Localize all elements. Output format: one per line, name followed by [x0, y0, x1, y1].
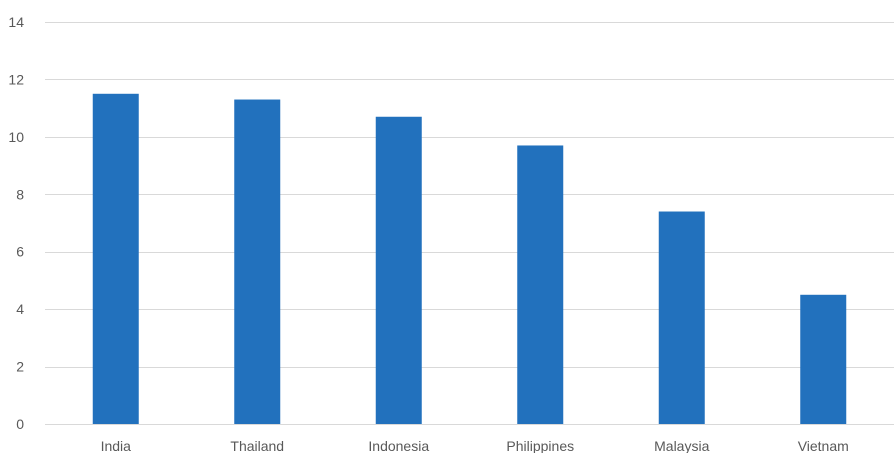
x-axis-categories: India Thailand Indonesia Philippines Malaysi… [101, 438, 849, 453]
gridlines [45, 22, 894, 425]
x-category-label: Thailand [230, 438, 284, 453]
bar-indonesia [375, 116, 422, 424]
bar-philippines [517, 145, 564, 424]
y-tick-label: 4 [16, 301, 24, 317]
y-tick-label: 12 [8, 71, 24, 87]
y-tick-label: 8 [16, 186, 24, 202]
y-axis-ticks: 0 2 4 6 8 10 12 14 [8, 14, 24, 432]
y-tick-label: 0 [16, 416, 24, 432]
x-category-label: Indonesia [368, 438, 429, 453]
bar-india [92, 93, 139, 425]
y-tick-label: 10 [8, 129, 24, 145]
y-tick-label: 2 [16, 359, 24, 375]
x-category-label: Philippines [506, 438, 574, 453]
bar-malaysia [658, 211, 705, 424]
bars [92, 93, 847, 425]
x-category-label: Malaysia [654, 438, 709, 453]
y-tick-label: 6 [16, 244, 24, 260]
bar-vietnam [800, 294, 847, 424]
y-tick-label: 14 [8, 14, 24, 30]
x-category-label: India [101, 438, 132, 453]
bar-thailand [234, 99, 281, 425]
x-category-label: Vietnam [798, 438, 849, 453]
